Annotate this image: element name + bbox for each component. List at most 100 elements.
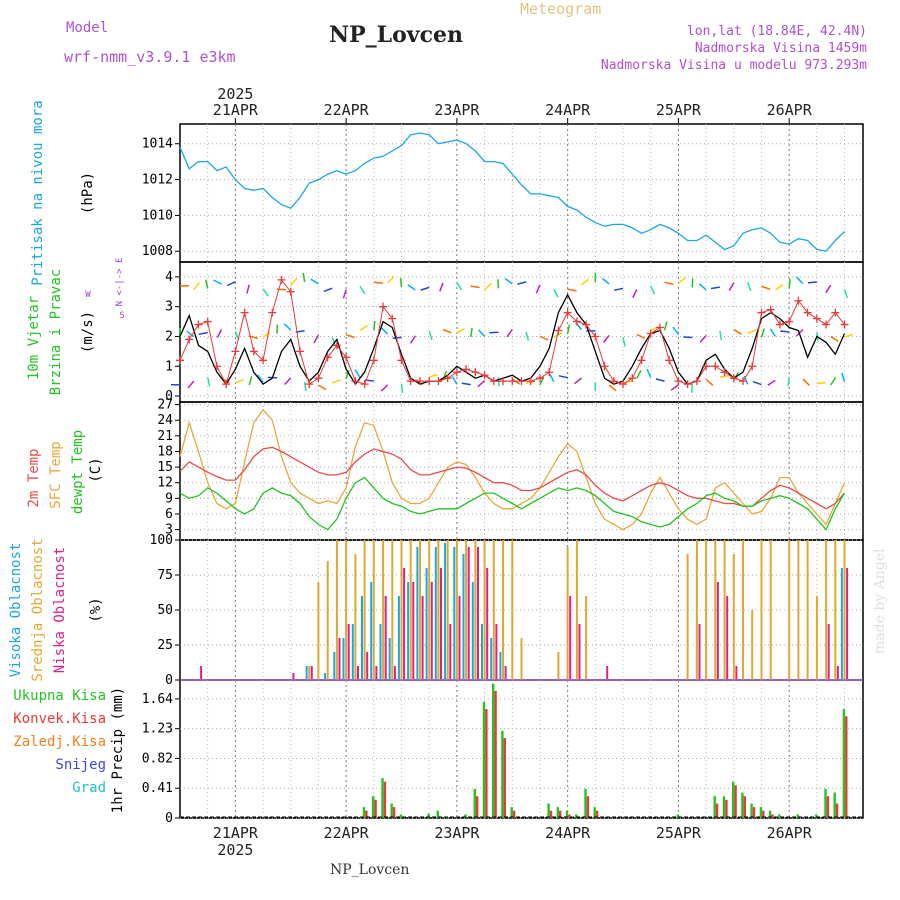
wind-arrow [845, 289, 848, 298]
cloud-bar [375, 666, 377, 680]
wind-gust-marker [305, 380, 313, 388]
wind-gust-marker [702, 362, 710, 370]
cloud-bar [394, 666, 396, 680]
precip-bar [372, 796, 374, 818]
wind-arrow [462, 383, 471, 384]
wind-gust-marker [767, 306, 775, 314]
cloud-bar [837, 666, 839, 680]
wind-arrow [457, 282, 462, 290]
wind-gust-marker [194, 321, 202, 329]
precip-bar [474, 789, 476, 818]
wind-compass-s: S [119, 311, 124, 321]
wind-arrow [421, 287, 430, 290]
precip-bar [384, 782, 386, 818]
wind-gust-marker [748, 362, 756, 370]
date-label-bottom: 22APR [324, 824, 370, 842]
y-tick-label: 50 [157, 603, 173, 618]
wind-arrow [452, 376, 456, 384]
wind-arrow [360, 326, 368, 331]
cloud-bar [735, 666, 737, 680]
cloud-bar [844, 540, 846, 680]
wind-gust-marker [213, 362, 221, 370]
wind-gust-marker [471, 368, 479, 376]
wind-arrow [374, 282, 383, 283]
meteogram-chart: 1008101010121014012343691215182124270255… [0, 0, 900, 900]
cloud-bar [412, 582, 414, 680]
cloud-bar [317, 582, 319, 680]
cloud-bar [437, 540, 439, 680]
cloud-bar [447, 540, 449, 680]
cloud-bar [816, 596, 818, 680]
pressure-title: Pritisak na nivou mora [30, 100, 46, 285]
cloud-bar [391, 540, 393, 680]
wind-arrow [505, 279, 512, 284]
cloud-bar [385, 596, 387, 680]
wind-compass-ne: N <-|-> E [115, 258, 125, 307]
wind-arrow [507, 329, 512, 336]
cloud-bar [366, 652, 368, 680]
cloud-bar [370, 582, 372, 680]
date-label-top: 26APR [767, 101, 813, 119]
wind-arrow [550, 374, 554, 382]
wind-arrow [706, 379, 713, 385]
wind-arrow [285, 378, 291, 385]
precip-bar [587, 796, 589, 818]
precip-bar [374, 800, 376, 818]
cloud-bar [567, 547, 569, 680]
cloud-bar [435, 547, 437, 680]
temp-unit: (C) [88, 457, 104, 482]
cloud-bar [751, 610, 753, 680]
wind-arrow [429, 374, 438, 377]
cloud-bar [361, 596, 363, 680]
precip-bar [476, 796, 478, 818]
wind-arrow [479, 330, 485, 337]
wind-arrow [374, 321, 375, 330]
wind-arrow [381, 328, 387, 334]
cloud-bar [324, 673, 326, 680]
panel-frame [180, 680, 863, 818]
cloud-bar [477, 547, 479, 680]
wind-gust-marker [804, 309, 812, 317]
wind-arrow [831, 336, 839, 341]
wind-arrow [831, 377, 836, 385]
wind-arrow [808, 282, 817, 283]
wind-arrow [381, 385, 387, 391]
precip-legend-3: Snijeg [55, 757, 106, 773]
wind-arrow [788, 377, 789, 386]
y-tick-label: 0.41 [142, 781, 173, 796]
wind-arrow [478, 381, 485, 387]
cloud-bar [200, 666, 202, 680]
cloud-bar [511, 540, 513, 680]
precip-bar [501, 731, 503, 818]
cloud-bar [825, 540, 827, 680]
precip-bar [511, 807, 513, 818]
precip-bar [483, 702, 485, 818]
precip-bar [716, 804, 718, 819]
cloud-bar [327, 561, 329, 680]
wind-gust-marker [637, 356, 645, 364]
wind-gust-marker [268, 309, 276, 317]
cloud-bar [308, 666, 310, 680]
cloud-bar [410, 540, 412, 680]
wind-arrow [734, 330, 742, 335]
wind-arrow [775, 285, 783, 290]
cloud-bar [481, 624, 483, 680]
cloud-bar [431, 582, 433, 680]
wind-subtitle: Brzina i Pravac [48, 269, 64, 395]
cloud-bar [717, 582, 719, 680]
precip-bar [494, 691, 496, 818]
panel-clouds: 0 25 50 75 100 [150, 533, 863, 688]
cloud-bar [606, 666, 608, 680]
precip-bar [547, 804, 549, 819]
wind-arrow [575, 378, 582, 384]
wind-arrow [291, 278, 297, 285]
wind-compass-w: W [85, 290, 91, 300]
cloud-bar [474, 540, 476, 680]
cloud-bar [472, 582, 474, 680]
precip-bar [714, 796, 716, 818]
wind-gust-marker [388, 315, 396, 323]
cloud-bar [726, 596, 728, 680]
y-tick-label: 27 [157, 398, 173, 413]
y-tick-label: 1.64 [142, 692, 173, 707]
wind-arrow [227, 282, 235, 286]
